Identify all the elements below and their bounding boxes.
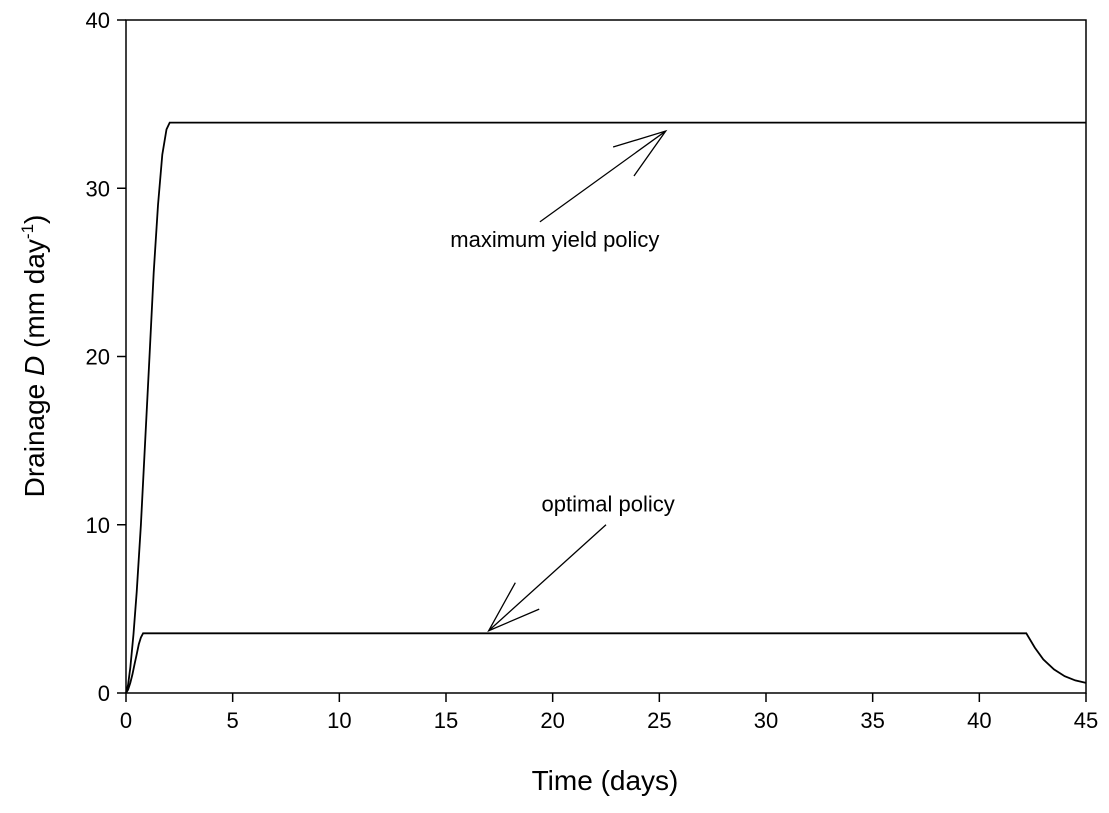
y-axis-title-exponent: -1 <box>18 224 37 239</box>
plot-border <box>125 19 1087 694</box>
x-tick-label: 40 <box>967 708 991 733</box>
annotation-layer: maximum yield policy optimal policy <box>450 129 675 633</box>
plot-frame <box>125 19 1087 694</box>
annotation-arrow-2 <box>488 524 607 632</box>
series-layer <box>125 121 1087 694</box>
series-line-1 <box>125 121 1086 694</box>
x-axis: 0 5 10 15 20 25 30 35 40 45 <box>120 693 1098 733</box>
annotation-label-1: maximum yield policy <box>450 227 659 252</box>
series-line-2 <box>125 632 1087 694</box>
y-tick-label: 40 <box>86 8 110 33</box>
y-axis-title-close: ) <box>19 215 50 224</box>
x-tick-label: 45 <box>1074 708 1098 733</box>
x-tick-label: 35 <box>860 708 884 733</box>
x-tick-label: 5 <box>227 708 239 733</box>
annotation-arrow-1 <box>539 130 667 223</box>
y-tick-label: 10 <box>86 513 110 538</box>
annotation-arrowhead-2 <box>487 582 540 633</box>
y-axis-title-unit: (mm day <box>19 239 50 356</box>
y-tick-label: 20 <box>86 345 110 370</box>
x-tick-label: 0 <box>120 708 132 733</box>
y-axis-title-symbol: D <box>19 356 50 376</box>
y-axis-title: Drainage D (mm day-1) <box>18 215 50 498</box>
annotation-label-2: optimal policy <box>541 491 674 516</box>
x-axis-title: Time (days) <box>532 765 679 796</box>
x-tick-label: 30 <box>754 708 778 733</box>
y-tick-label: 0 <box>98 681 110 706</box>
y-tick-label: 30 <box>86 176 110 201</box>
x-tick-label: 20 <box>540 708 564 733</box>
x-tick-label: 10 <box>327 708 351 733</box>
x-tick-label: 25 <box>647 708 671 733</box>
annotation-arrowhead-1 <box>612 129 668 177</box>
y-axis: 0 10 20 30 40 <box>86 8 126 706</box>
x-tick-label: 15 <box>434 708 458 733</box>
y-axis-title-prefix: Drainage <box>19 376 50 497</box>
